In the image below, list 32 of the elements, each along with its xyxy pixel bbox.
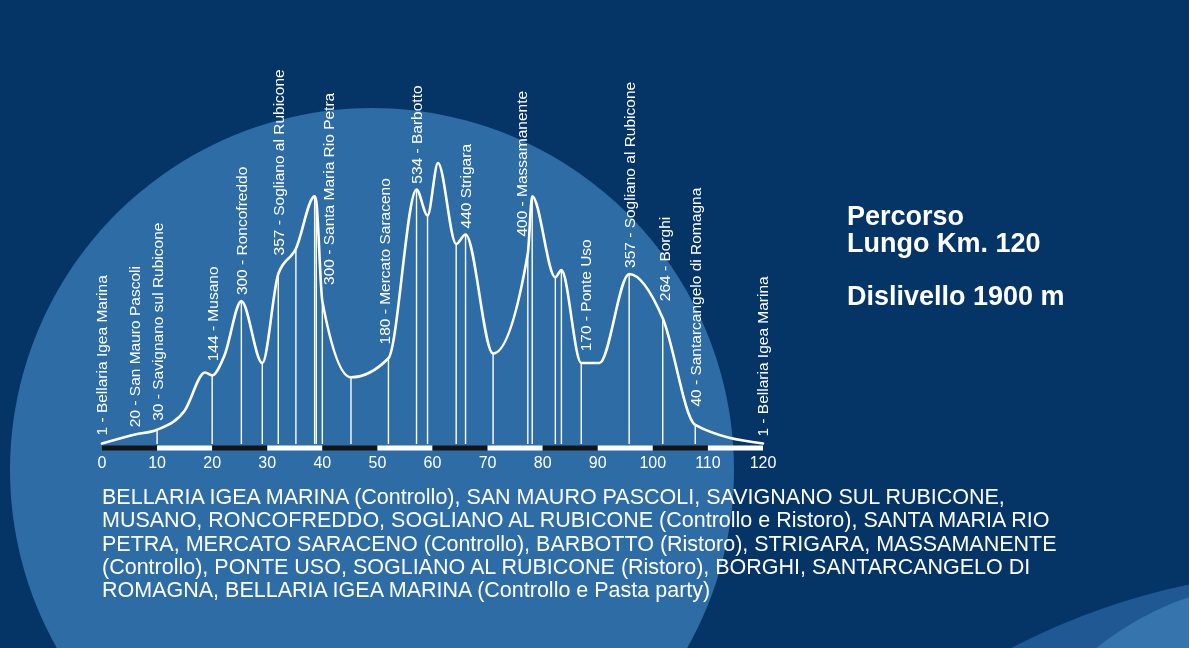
- data-label: 180 - Mercato Saraceno: [375, 178, 393, 345]
- x-tick-label: 110: [695, 454, 721, 471]
- text: Percorso Lungo Km. 120: [847, 201, 1041, 258]
- data-label: 40 - Santarcangelo di Romagna: [686, 187, 704, 407]
- data-label: 144 - Musano: [203, 266, 221, 362]
- x-tick-label: 0: [97, 454, 107, 471]
- x-tick-label: 90: [588, 454, 607, 471]
- data-label: 357 - Sogliano al Rubicone: [269, 69, 287, 256]
- x-tick-label: 80: [533, 454, 552, 471]
- data-label: 357 - Sogliano al Rubicone: [620, 81, 638, 268]
- x-tick-label: 10: [148, 454, 167, 471]
- x-tick-label: 100: [639, 454, 667, 471]
- x-tick-label: 40: [313, 454, 332, 471]
- data-label: 264 - Borghi: [656, 216, 674, 302]
- data-label: 1 - Bellaria Igea Marina: [754, 275, 772, 437]
- data-label: 20 - San Mauro Pascoli: [126, 266, 144, 428]
- x-tick-label: 30: [258, 454, 277, 471]
- data-label: 1 - Bellaria Igea Marina: [93, 274, 111, 436]
- x-tick-label: 50: [368, 454, 387, 471]
- x-tick-label: 60: [423, 454, 442, 471]
- data-label: 534 - Barbotto: [407, 85, 425, 184]
- data-label: 400 - Massamanente: [513, 90, 531, 237]
- text: BELLARIA IGEA MARINA (Controllo), SAN MAURO PASCOLI, SAVIGNANO SUL RUBICONE, MUSANO, RONCOFREDDO, SOGLIANO AL RUBICONE (Controllo e Ristoro), SANTA MARIA RIO PETRA, MERCATO SARACENO (Controllo), BARBOTTO (Ristoro), STRIGARA, MASSAMANENTE (Controllo), PONTE USO, SOGLIANO AL RUBICONE (Ristoro), BORGHI, SANTARCANGELO DI ROMAGNA, BELLARIA IGEA MARINA (Controllo e Pasta party): [102, 485, 1057, 603]
- data-label: 170 - Ponte Uso: [576, 239, 594, 352]
- data-label: 300 - Santa Maria Rio Petra: [319, 92, 337, 285]
- text: Dislivello 1900 m: [847, 281, 1065, 311]
- data-label: 300 - Roncofreddo: [232, 166, 250, 296]
- x-tick-label: 120: [749, 454, 777, 471]
- data-label: 30 - Savignano sul Rubicone: [148, 222, 166, 421]
- x-tick-label: 20: [203, 454, 222, 471]
- x-tick-label: 70: [478, 454, 497, 471]
- data-label: 440 Strigara: [456, 143, 474, 229]
